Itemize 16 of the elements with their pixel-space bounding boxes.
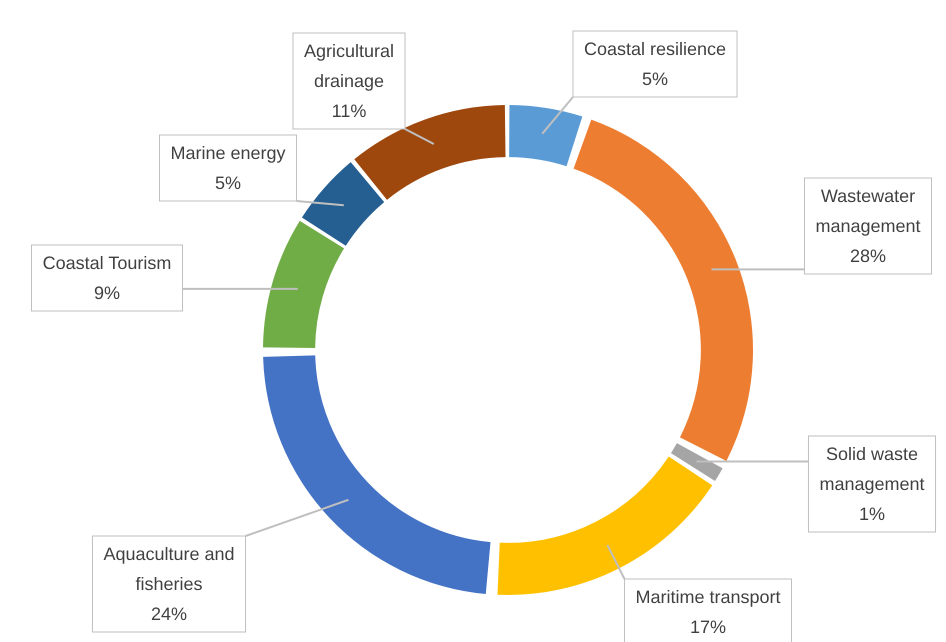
data-label: 5% bbox=[642, 69, 668, 89]
slice-label: Marine energy bbox=[170, 143, 286, 163]
slice-label: Wastewater management bbox=[815, 186, 921, 236]
slice-label: Solid waste management bbox=[819, 444, 925, 494]
data-label: 1% bbox=[858, 504, 886, 524]
slice-label: Coastal resilience bbox=[584, 39, 726, 59]
slice-label: Aquaculture and fisheries bbox=[103, 544, 235, 594]
data-label: 5% bbox=[214, 173, 242, 193]
data-label: 9% bbox=[94, 283, 120, 303]
slice-label: Maritime transport bbox=[635, 587, 781, 607]
slice-label: Coastal Tourism bbox=[42, 253, 172, 273]
data-label: 11% bbox=[332, 101, 366, 121]
slice-label: Agricultural drainage bbox=[304, 41, 394, 91]
data-label: 28% bbox=[850, 246, 886, 266]
data-label: 17% bbox=[690, 617, 726, 637]
data-label: 24% bbox=[150, 604, 188, 624]
